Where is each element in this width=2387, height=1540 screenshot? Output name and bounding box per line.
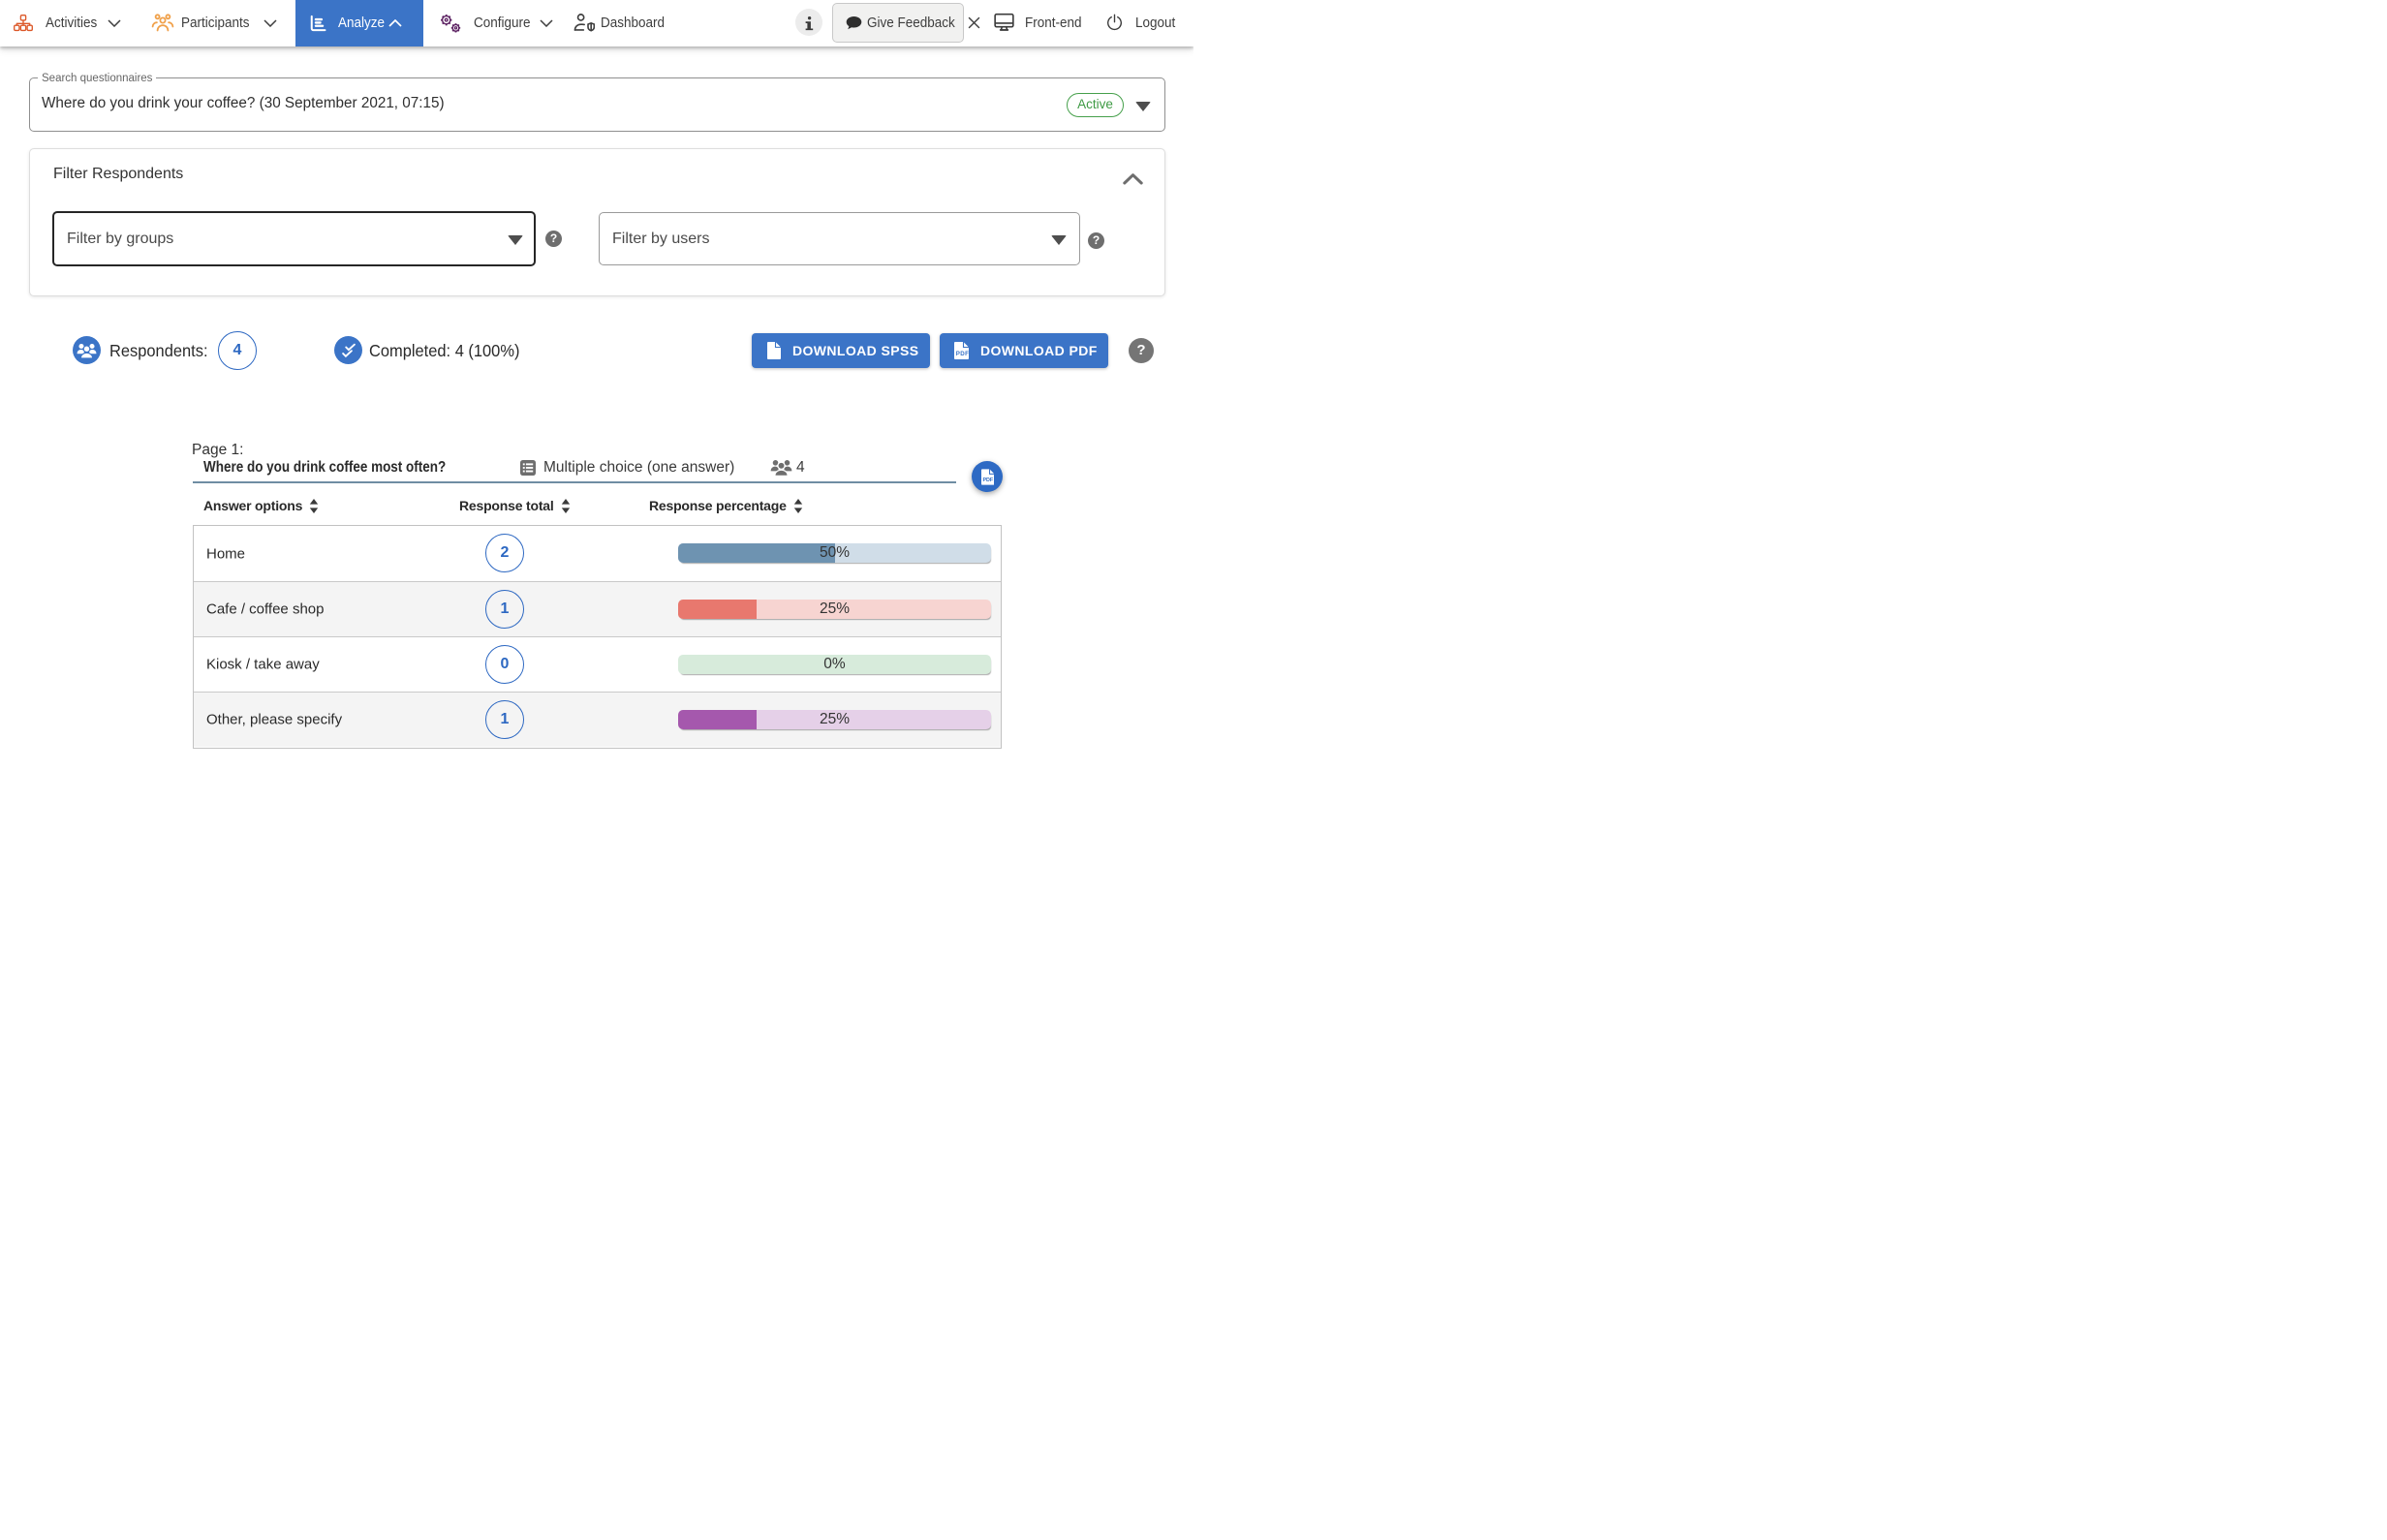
svg-text:PDF: PDF [956,351,969,357]
svg-text:PDF: PDF [982,477,993,483]
